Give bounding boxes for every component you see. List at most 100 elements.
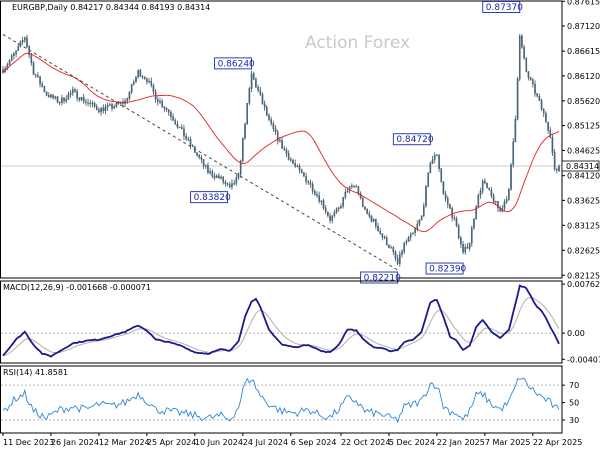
candle [172,116,174,121]
candle [477,194,480,207]
candle [115,102,118,107]
candle [285,149,288,154]
candle [479,191,482,196]
candle [370,215,373,222]
candle [159,100,161,103]
candle [104,106,107,112]
candle [89,102,92,105]
candle [187,138,190,140]
candle [337,207,340,210]
candle [250,73,253,89]
candle [307,181,310,183]
annotation-box [392,133,431,146]
annotation-box [190,191,229,204]
candle [61,97,63,104]
candle [348,186,351,192]
candle [440,168,443,182]
candle [431,159,434,164]
macd-signal-line [2,296,560,357]
candle [455,218,458,226]
x-tick-label: 5 Dec 2024 [389,438,435,447]
price-tick-label: 0.83625 [567,196,600,205]
candle [261,94,264,104]
candle [76,90,78,99]
price-tick-label: 0.85620 [567,97,600,106]
candle [231,183,233,188]
candle [135,76,137,83]
candle [13,53,15,57]
candle [324,207,327,213]
candle [30,54,33,63]
macd-panel: 0.007623 0.00 -0.004073 [0,280,600,364]
candle [74,89,76,92]
candle [32,62,35,75]
candle [157,99,159,102]
candle [161,100,163,107]
moving-average-line [2,52,560,233]
candle [300,169,303,174]
candle [294,163,296,167]
x-tick-label: 11 Dec 2023 [3,438,54,447]
candle [128,91,131,99]
annotation-label: 0.87370 [486,3,523,13]
candle [272,123,275,129]
candle [283,148,286,150]
candle [486,182,488,189]
candle [383,236,386,239]
candle [521,35,523,48]
candle [534,83,536,94]
price-tick-label: 0.83125 [567,221,600,230]
macd-tick-label: -0.004073 [567,355,600,364]
candle [449,204,451,209]
candle [523,47,525,59]
macd-line [2,284,560,358]
candle [167,109,170,113]
candle [549,130,552,138]
candle [514,119,517,143]
candle [542,108,545,114]
candle [292,160,294,164]
candle [305,176,307,182]
candle [111,104,113,109]
candle [409,233,412,238]
candle [139,70,142,77]
candle [146,78,148,83]
candle [418,219,421,225]
candle [202,159,205,166]
chart-title: EURGBP,Daily 0.84217 0.84344 0.84193 0.8… [12,3,210,12]
candle [473,218,475,229]
candle [433,154,436,160]
price-tick-label: 0.86615 [567,47,600,56]
candle [451,208,453,218]
candle [224,181,227,184]
candle [453,217,456,219]
candle [436,154,438,157]
candle [207,165,209,173]
candle [329,215,331,221]
candle [318,195,320,202]
candle [189,139,192,146]
candle [553,152,556,170]
candle [69,92,72,95]
candle [512,141,515,165]
candle [313,191,316,195]
candle [211,171,214,177]
candle [65,99,68,102]
candle [163,106,166,109]
candle [204,165,207,167]
watermark: Action Forex [305,33,410,53]
price-panel: 0.87615 0.87120 0.86615 0.86120 0.85620 0.851… [0,0,600,284]
candle [355,186,358,188]
candle [344,191,347,198]
candle [165,108,168,110]
candle [503,201,506,209]
candle [152,85,155,93]
candle [392,247,395,253]
candle [346,190,349,193]
rsi-tick-label: 70 [569,381,579,390]
rsi-panel-frame [0,365,563,434]
candle [106,105,109,108]
candle [228,184,231,188]
candle [316,194,318,196]
